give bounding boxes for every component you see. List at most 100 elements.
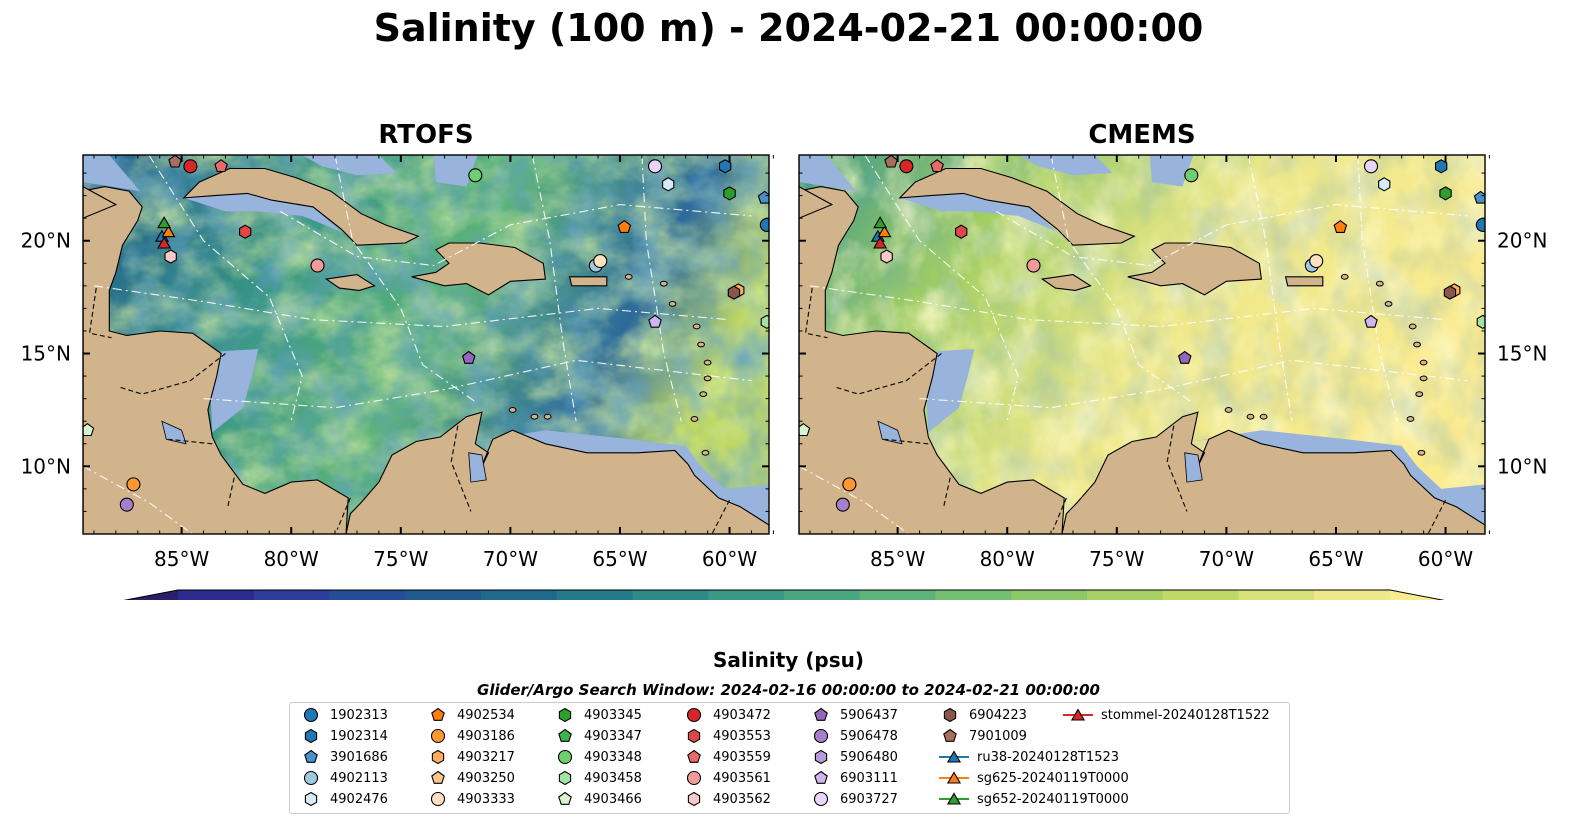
argo-float-1902313 <box>1475 217 1485 232</box>
argo-float-4903348 <box>468 168 483 183</box>
legend-item: 7901009 <box>939 726 1027 746</box>
legend-label: 5906437 <box>840 707 898 723</box>
land-yucatan_tip <box>83 185 118 219</box>
legend-item: ru38-20240128T1523 <box>939 747 1119 767</box>
legend-item: 6903111 <box>810 768 898 788</box>
argo-float-4903186 <box>842 477 857 492</box>
legend-item: sg625-20240119T0000 <box>939 768 1129 788</box>
island <box>1413 341 1421 348</box>
legend-item: 4903562 <box>683 789 771 809</box>
political-border <box>227 477 235 508</box>
glider-sg625-20240119T0000 <box>877 225 892 238</box>
island <box>1417 449 1426 456</box>
eez-boundary <box>83 465 193 534</box>
legend-float-marker <box>303 707 319 723</box>
legend-float-marker <box>943 707 957 723</box>
colorbar-segment <box>784 590 861 600</box>
land-hispaniola <box>1127 242 1263 296</box>
legend-item: 4903348 <box>554 747 642 767</box>
legend-item: 4903472 <box>683 705 771 725</box>
argo-float-6904223 <box>1443 285 1457 300</box>
land-central_america <box>83 155 349 534</box>
lat-tick-label: 15°N <box>1497 342 1547 366</box>
legend-marker-icon <box>814 707 828 721</box>
legend-item: 4902113 <box>300 768 388 788</box>
lon-tick-label: 75°W <box>1089 547 1144 571</box>
lon-tick-label: 85°W <box>870 547 925 571</box>
argo-float-4903561 <box>1026 258 1041 273</box>
legend-marker-icon <box>304 749 318 763</box>
legend-marker-icon <box>939 792 969 805</box>
legend-float-marker <box>558 707 572 723</box>
political-border <box>168 438 213 445</box>
map-panel-cmems: 85°W 80°W 75°W 70°W 65°W 60°W 10°N 15°N 20°N <box>798 154 1547 571</box>
legend-float-marker <box>304 791 318 807</box>
eez-boundary <box>1247 155 1293 422</box>
shelf-venezuela_shelf <box>1191 430 1485 525</box>
island <box>1384 300 1393 307</box>
argo-float-4903345 <box>723 186 736 201</box>
legend-item: 4903333 <box>427 789 515 809</box>
shelf-mosquitia <box>210 349 259 433</box>
legend-float-marker <box>943 728 957 742</box>
lon-tick-label: 70°W <box>1199 547 1254 571</box>
lat-tick-label: 20°N <box>1497 229 1547 253</box>
political-border <box>804 288 828 339</box>
legend-item: 4903217 <box>427 747 515 767</box>
lon-tick-label: 65°W <box>1308 547 1363 571</box>
political-border <box>1427 499 1447 534</box>
argo-float-4903559 <box>930 159 944 173</box>
map-frame <box>82 154 770 535</box>
lon-tick-label: 75°W <box>373 547 428 571</box>
legend-label: 4903347 <box>584 728 642 744</box>
legend-marker-icon <box>430 728 446 744</box>
argo-float-4903345 <box>1439 186 1452 201</box>
legend-item: 1902313 <box>300 705 388 725</box>
legend-label: sg625-20240119T0000 <box>977 770 1129 786</box>
colorbar-segment <box>632 590 709 600</box>
legend-marker-icon <box>814 770 828 784</box>
land-central_america <box>799 155 1065 534</box>
map-frame <box>798 154 1486 535</box>
legend-float-marker <box>813 728 829 744</box>
legend-marker-icon <box>1063 708 1093 721</box>
glider-stommel-20240128T1522 <box>157 236 172 249</box>
lon-tick-label: 60°W <box>1418 547 1473 571</box>
legend: 1902313 1902314 3901686 4902113 4902476 49025… <box>289 702 1290 814</box>
argo-float-7901009 <box>884 155 898 168</box>
legend-marker-icon <box>687 749 701 763</box>
legend-marker-icon <box>558 728 572 742</box>
land-puerto_rico <box>568 276 608 287</box>
legend-label: 4902113 <box>330 770 388 786</box>
land-yucatan_tip <box>799 185 834 219</box>
eez-boundary <box>1357 155 1398 422</box>
eez-boundary <box>864 155 1019 422</box>
lon-tick-label: 65°W <box>592 547 647 571</box>
legend-label: 4903561 <box>713 770 771 786</box>
legend-marker-icon <box>558 707 572 723</box>
colorbar-label: Salinity (psu) <box>712 648 864 672</box>
argo-float-4903559 <box>214 159 228 173</box>
argo-float-1902314 <box>718 159 732 174</box>
figure-title: Salinity (100 m) - 2024-02-21 00:00:00 <box>373 6 1204 50</box>
land-jamaica <box>1040 274 1092 291</box>
legend-glider-marker <box>946 792 962 805</box>
land-jamaica <box>324 274 376 291</box>
legend-float-marker <box>431 749 445 765</box>
eez-boundary <box>919 359 1468 409</box>
legend-label: 4903466 <box>584 791 642 807</box>
eez-boundary <box>148 155 303 422</box>
legend-glider-marker <box>946 750 962 763</box>
legend-marker-icon <box>558 791 572 805</box>
legend-marker-icon <box>943 728 957 742</box>
argo-float-4902476 <box>1378 177 1391 192</box>
legend-label: 5906480 <box>840 749 898 765</box>
legend-item: 4903466 <box>554 789 642 809</box>
legend-label: 4903345 <box>584 707 642 723</box>
eez-boundary <box>809 285 1446 328</box>
legend-float-marker <box>813 791 829 807</box>
argo-float-1902314 <box>1434 159 1448 174</box>
legend-label: 4903472 <box>713 707 771 723</box>
legend-float-marker <box>814 749 828 765</box>
lon-tick-label: 80°W <box>980 547 1035 571</box>
